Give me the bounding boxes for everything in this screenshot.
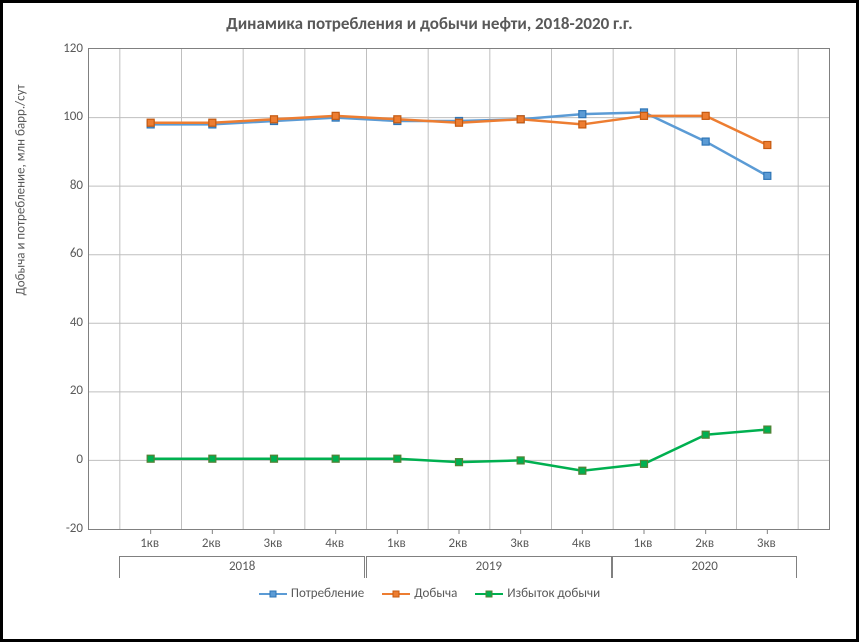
legend-swatch bbox=[475, 588, 503, 600]
x-tick-label: 3кв bbox=[736, 536, 798, 551]
x-tick-label: 1кв bbox=[612, 536, 674, 551]
legend-label: Добыча bbox=[414, 586, 457, 601]
legend-item: Избыток добычи bbox=[475, 586, 600, 601]
x-tick-label: 4кв bbox=[551, 536, 613, 551]
chart-title: Динамика потребления и добычи нефти, 201… bbox=[3, 13, 856, 34]
legend-item: Добыча bbox=[382, 586, 457, 601]
y-tick-label: 80 bbox=[43, 178, 83, 193]
x-tick-label: 1кв bbox=[119, 536, 181, 551]
x-group-label: 2020 bbox=[612, 556, 797, 578]
x-tick-label: 2кв bbox=[674, 536, 736, 551]
y-tick-label: 100 bbox=[43, 109, 83, 124]
x-tick-label: 3кв bbox=[242, 536, 304, 551]
x-tick-label: 2кв bbox=[181, 536, 243, 551]
x-group-label: 2019 bbox=[366, 556, 613, 578]
x-tick-label: 2кв bbox=[427, 536, 489, 551]
y-tick-label: 20 bbox=[43, 383, 83, 398]
legend-label: Потребление bbox=[291, 586, 364, 601]
legend-swatch bbox=[259, 588, 287, 600]
y-tick-label: 120 bbox=[43, 41, 83, 56]
legend-item: Потребление bbox=[259, 586, 364, 601]
legend-label: Избыток добычи bbox=[507, 586, 600, 601]
legend-swatch bbox=[382, 588, 410, 600]
x-tick-label: 3кв bbox=[489, 536, 551, 551]
y-axis-label: Добыча и потребление, млн барр./сут bbox=[14, 276, 29, 296]
y-tick-label: 60 bbox=[43, 246, 83, 261]
plot-svg bbox=[89, 49, 829, 529]
y-tick-label: -20 bbox=[43, 521, 83, 536]
plot-area bbox=[88, 48, 830, 530]
x-tick-label: 4кв bbox=[304, 536, 366, 551]
chart-container: Динамика потребления и добычи нефти, 201… bbox=[0, 0, 859, 642]
x-tick-label: 1кв bbox=[366, 536, 428, 551]
legend: Потребление Добыча Избыток добычи bbox=[3, 586, 856, 601]
y-tick-label: 0 bbox=[43, 452, 83, 467]
x-group-label: 2018 bbox=[119, 556, 366, 578]
y-tick-label: 40 bbox=[43, 315, 83, 330]
